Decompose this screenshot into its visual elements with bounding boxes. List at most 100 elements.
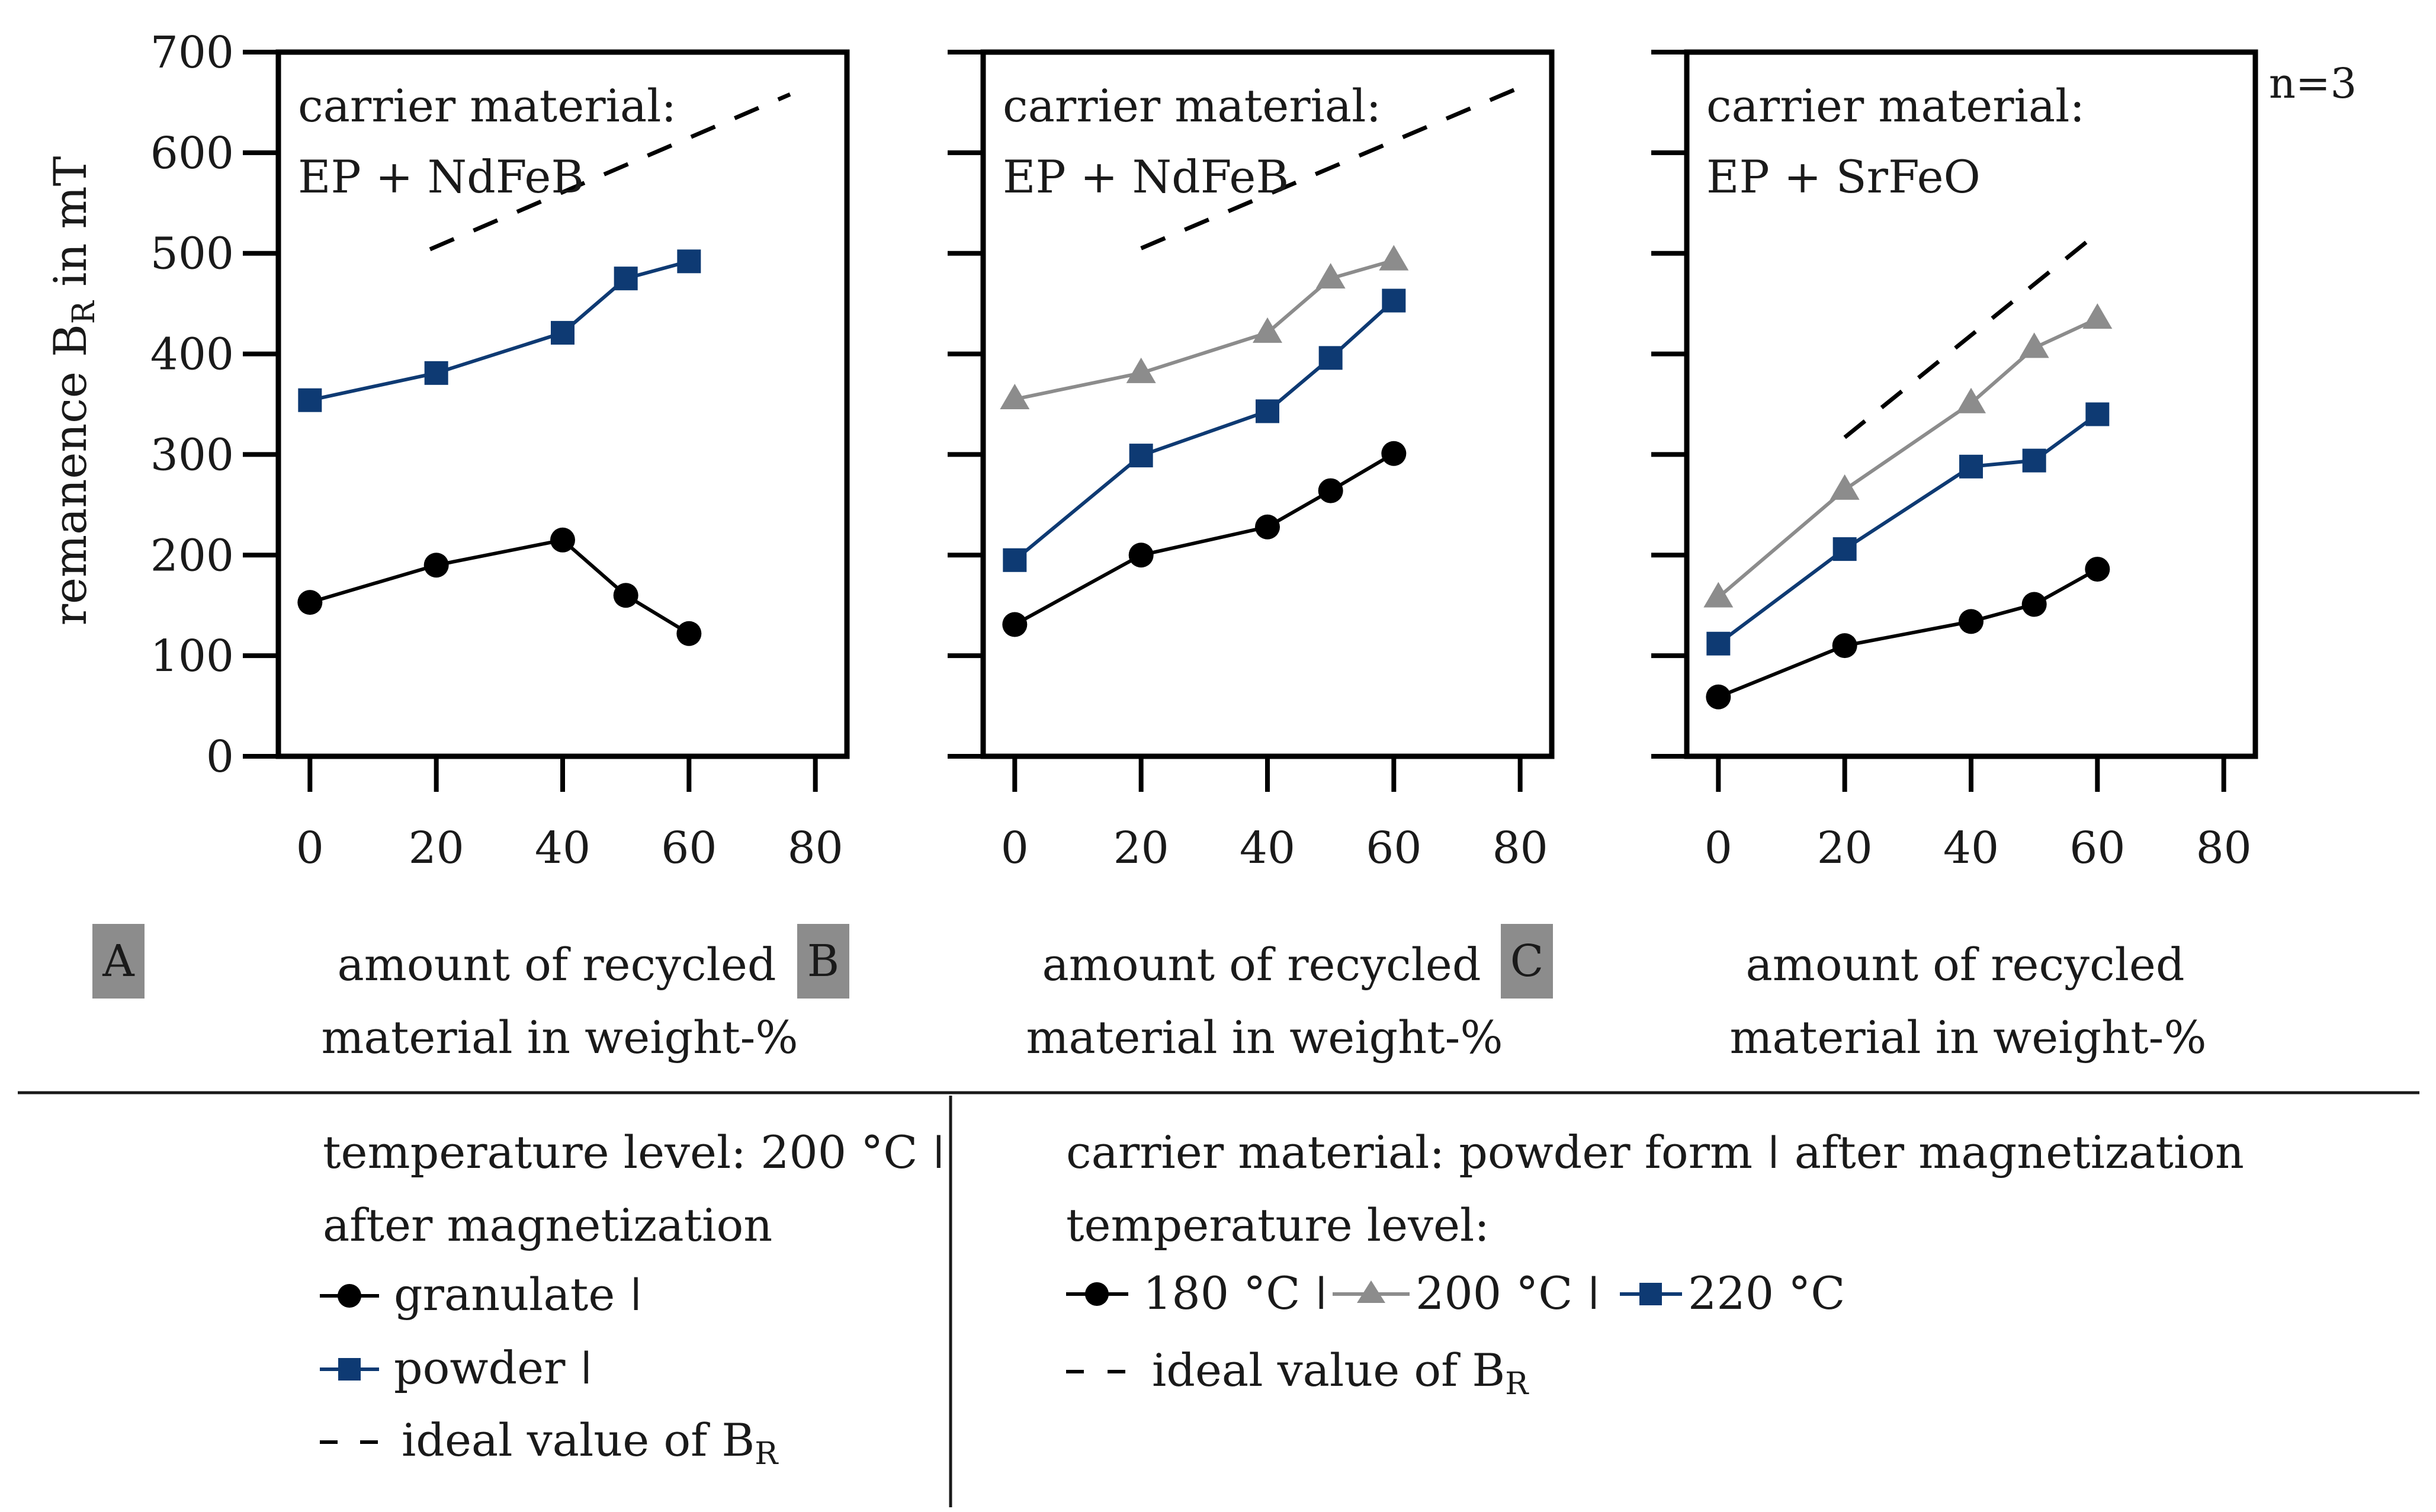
series-line-b-2 (1013, 299, 1395, 562)
legend-granulate-symbol (320, 1284, 379, 1308)
legend-200-symbol (1333, 1280, 1410, 1303)
sample-size-note: n=3 (2269, 59, 2357, 108)
x-tick-label: 0 (296, 823, 324, 874)
data-point-b-1-2 (1253, 317, 1282, 343)
legend-left-line1: temperature level: 200 °C ǀ (323, 1126, 945, 1179)
x-tick-label: 20 (409, 823, 464, 874)
data-point-c-0-3 (2021, 592, 2047, 617)
ideal-line-c-3 (1843, 232, 2099, 439)
carrier-label-line1-a: carrier material: (298, 79, 676, 132)
data-point-b-0-4 (1381, 441, 1407, 466)
data-point-c-1-2 (1956, 387, 1986, 413)
y-tick-label: 400 (150, 329, 234, 380)
legend-left-line2: after magnetization (323, 1199, 772, 1251)
carrier-label-line2-a: EP + NdFeB (298, 150, 584, 203)
ideal-line-a-2 (429, 92, 791, 252)
data-point-c-2-3 (2022, 448, 2046, 473)
x-axis-label-line2-a: material in weight-% (321, 1011, 798, 1064)
data-point-a-1-0 (298, 388, 322, 412)
panel-tag-box-c (1501, 924, 1553, 999)
data-point-a-1-4 (677, 249, 701, 274)
carrier-label-line1-c: carrier material: (1706, 79, 2085, 132)
legend-right-ideal-label: ideal value of BR (1152, 1344, 1529, 1402)
x-tick-label: 40 (1240, 823, 1295, 874)
data-point-b-0-0 (1002, 612, 1028, 637)
legend-220-symbol (1620, 1283, 1682, 1305)
y-tick-label: 600 (150, 128, 234, 179)
data-point-b-2-3 (1318, 346, 1343, 370)
data-point-c-2-1 (1832, 537, 1857, 561)
y-axis-title-sub: R (66, 300, 102, 324)
y-tick-label: 100 (150, 631, 234, 682)
x-tick-label: 40 (535, 823, 590, 874)
ideal-line-b-3 (1140, 85, 1522, 251)
data-point-b-1-4 (1379, 245, 1409, 271)
x-tick-label: 60 (2069, 823, 2125, 874)
x-tick-label: 20 (1113, 823, 1169, 874)
x-axis-label-line1-a: amount of recycled (337, 938, 776, 991)
panel-a: 0 100 200 300 400 500 600 700 0 20 40 60 80 carrier m… (92, 27, 850, 1064)
data-point-a-0-1 (423, 553, 449, 578)
data-point-b-2-0 (1003, 548, 1027, 572)
data-point-c-0-4 (2085, 557, 2110, 582)
legend-right: carrier material: powder form ǀ after ma… (1066, 1126, 2244, 1402)
y-tick-label: 0 (206, 731, 234, 782)
x-tick-label: 20 (1817, 823, 1873, 874)
carrier-label-line2-c: EP + SrFeO (1706, 150, 1981, 203)
x-tick-label: 80 (2196, 823, 2252, 874)
panel-tag-b: B (807, 936, 839, 987)
y-tick-label: 500 (150, 229, 234, 280)
x-axis-label-line2-b: material in weight-% (1026, 1011, 1503, 1064)
carrier-label-line2-b: EP + NdFeB (1003, 150, 1289, 203)
panel-c: 0 20 40 60 80 carrier material: EP + SrFeO C amo… (1501, 49, 2258, 1064)
panel-tag-box-b (797, 924, 849, 999)
y-tick-label: 300 (150, 429, 234, 480)
legend-180-symbol (1066, 1282, 1128, 1306)
x-tick-label: 60 (661, 823, 717, 874)
data-point-b-1-0 (1000, 384, 1030, 410)
data-point-b-2-4 (1382, 288, 1406, 313)
carrier-label-line1-b: carrier material: (1003, 79, 1381, 132)
x-axis-label-line1-b: amount of recycled (1042, 938, 1481, 991)
data-point-a-1-1 (424, 361, 448, 385)
y-axis-title-main: remanence B (44, 324, 97, 625)
data-point-b-2-1 (1129, 444, 1153, 468)
data-point-c-2-2 (1959, 454, 1983, 479)
data-point-a-0-2 (550, 527, 575, 553)
x-tick-label: 0 (1001, 823, 1029, 874)
legend-left-ideal-sub: R (755, 1436, 779, 1472)
legend-powder-symbol (320, 1358, 379, 1381)
x-tick-label: 60 (1366, 823, 1421, 874)
x-axis-label-line1-c: amount of recycled (1745, 938, 2184, 991)
data-point-a-1-2 (551, 320, 575, 345)
data-point-b-0-3 (1318, 478, 1343, 503)
data-point-b-0-2 (1255, 514, 1280, 540)
y-axis-title-unit: in mT (44, 156, 97, 301)
panel-tag-c: C (1510, 936, 1544, 987)
series-line-c-0 (1718, 567, 2098, 699)
legend-right-line2: temperature level: (1066, 1199, 1490, 1251)
series-line-b-0 (1013, 452, 1395, 627)
legend-180-label: 180 °C ǀ (1143, 1267, 1328, 1320)
data-point-c-1-0 (1703, 582, 1734, 608)
legend-powder-label: powder ǀ (394, 1341, 593, 1394)
data-point-b-1-1 (1126, 357, 1156, 383)
data-point-c-1-4 (2082, 303, 2113, 329)
panel-tag-box-a (92, 924, 145, 999)
panel-b: 0 20 40 60 80 carrier material: EP + NdFeB B amo… (797, 49, 1555, 1064)
data-point-c-1-1 (1830, 474, 1860, 500)
legend-right-line1: carrier material: powder form ǀ after ma… (1066, 1126, 2244, 1179)
data-point-c-2-4 (2085, 402, 2110, 426)
legend-left: temperature level: 200 °C ǀ after magnet… (320, 1126, 945, 1472)
legend-220-label: 220 °C (1688, 1267, 1845, 1320)
data-point-a-0-0 (297, 590, 323, 615)
data-point-c-1-3 (2019, 332, 2049, 358)
y-tick-label: 200 (150, 530, 234, 581)
data-point-a-1-3 (614, 267, 638, 291)
data-point-a-0-4 (676, 621, 702, 646)
legend-200-label: 200 °C ǀ (1416, 1267, 1600, 1320)
data-point-b-0-1 (1128, 542, 1154, 568)
legend-left-ideal-label: ideal value of BR (402, 1414, 779, 1472)
y-axis-title: remanence BR in mT (44, 156, 102, 626)
